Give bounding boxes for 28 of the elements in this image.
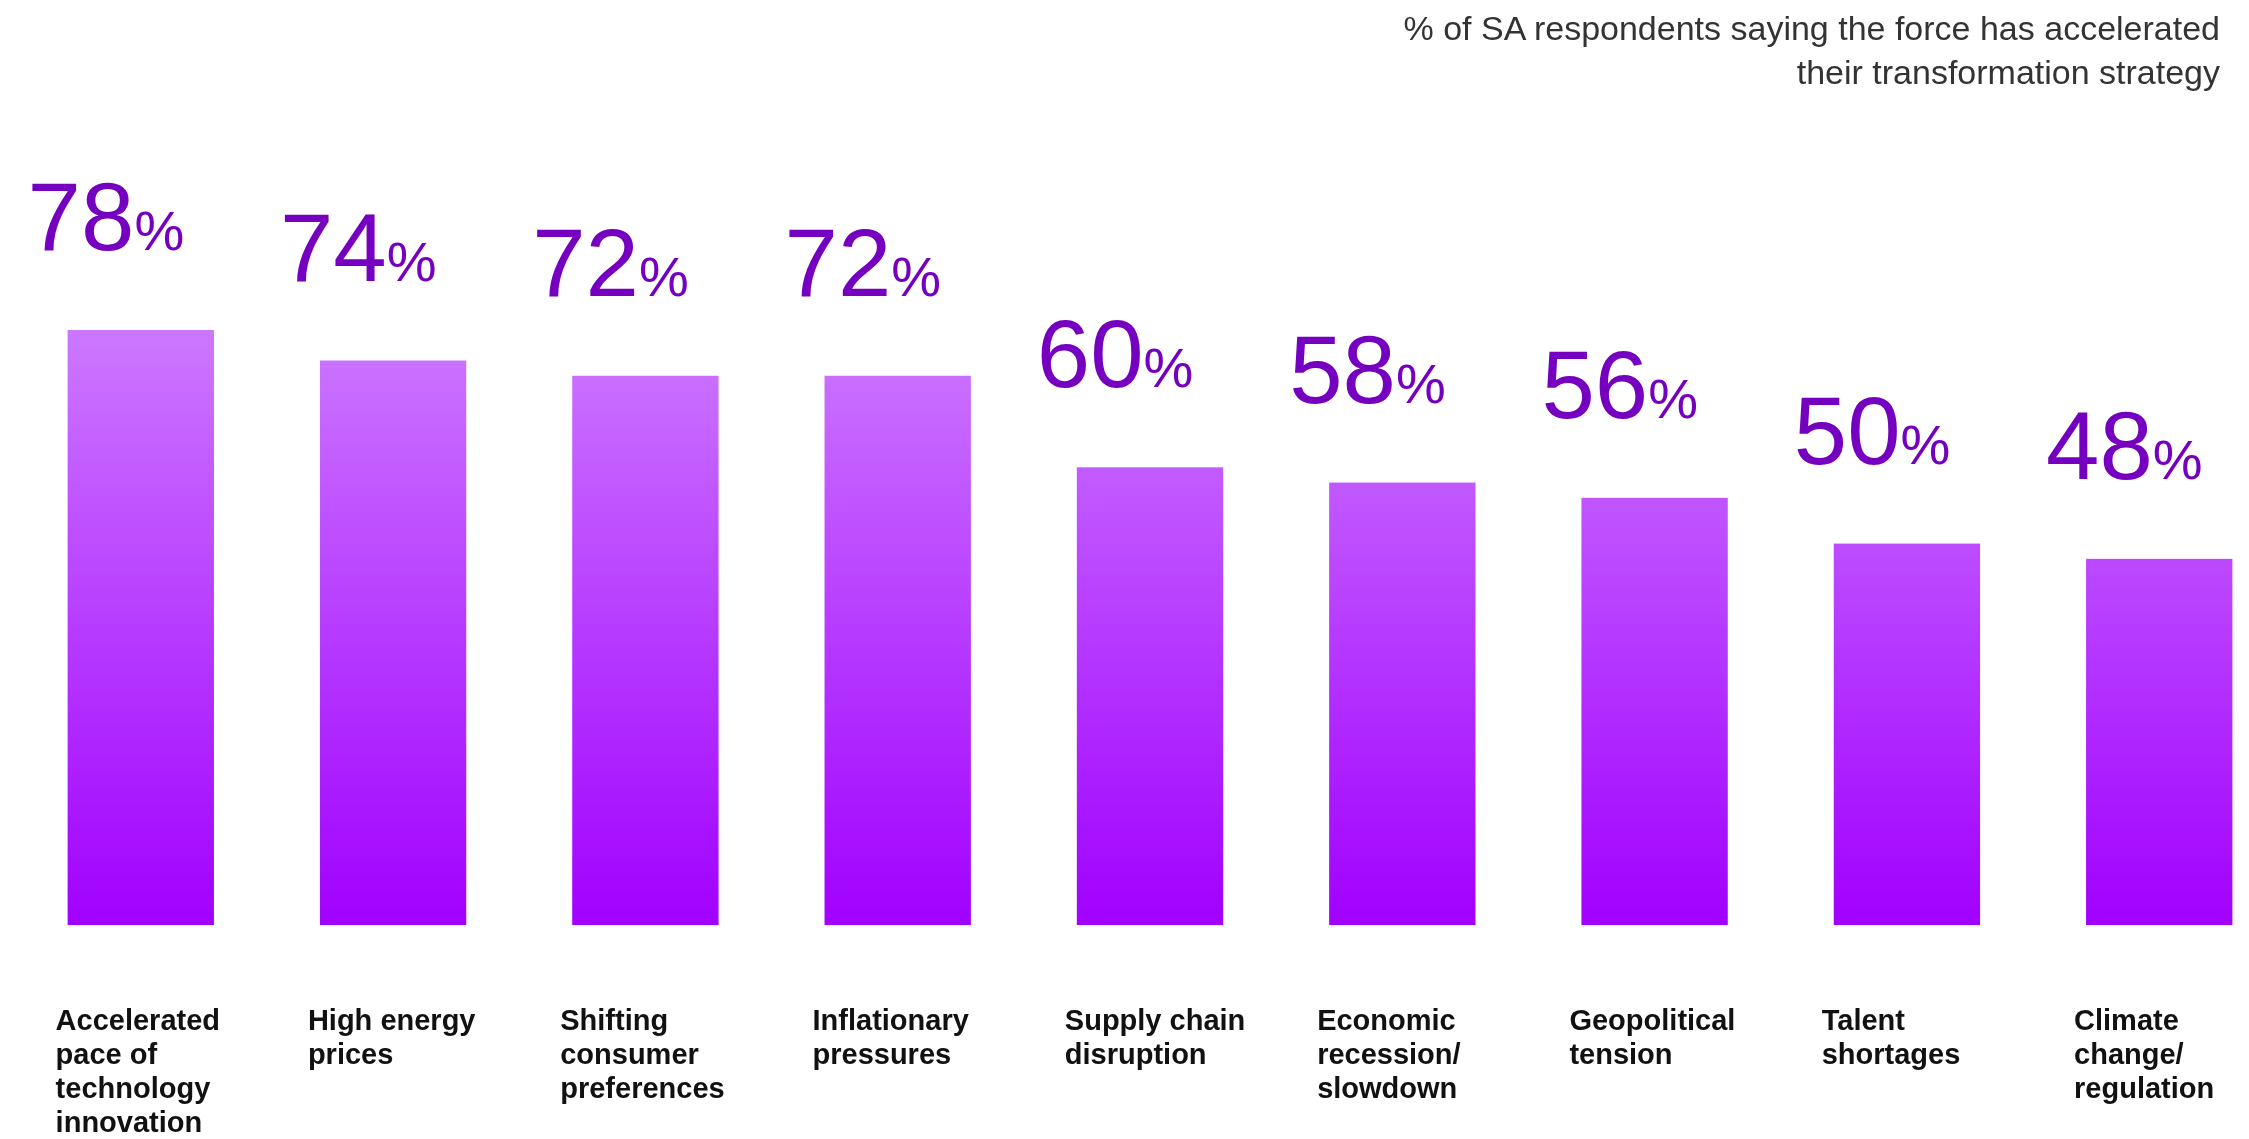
bar [572,375,719,925]
x-tick-label: Geopolitical tension [1569,1004,1736,1070]
chart-title: % of SA respondents saying the force has accelerated their transformation strategy [1403,9,2220,91]
x-tick-label: Inflationary pressures [812,1004,969,1070]
data-label: 50% [1793,376,1951,484]
data-label: 72% [532,208,689,316]
data-label: 48% [2046,391,2203,499]
bar [2086,558,2233,925]
bar [1833,543,1981,925]
bar [1076,467,1224,925]
bar [319,360,467,925]
x-tick-label: Economic recession/ slowdown [1317,1004,1461,1104]
x-tick-label: High energy prices [307,1004,476,1070]
data-label: 60% [1036,300,1194,408]
data-label: 56% [1541,330,1699,438]
data-label: 78% [27,163,185,270]
data-label: 72% [784,208,942,316]
bar [67,330,214,925]
bar [824,375,971,925]
x-tick-label: Supply chain disruption [1064,1004,1246,1070]
data-label: 74% [279,193,437,301]
x-tick-label: Accelerated pace of technology innovation [55,1004,221,1138]
x-tick-label: Shifting consumer preferences [560,1004,725,1104]
data-label: 58% [1289,315,1446,423]
bar [1581,497,1728,925]
x-tick-label: Talent shortages [1821,1004,1961,1070]
bar [1329,482,1476,925]
x-tick-label: Climate change/ regulation [2074,1004,2215,1104]
